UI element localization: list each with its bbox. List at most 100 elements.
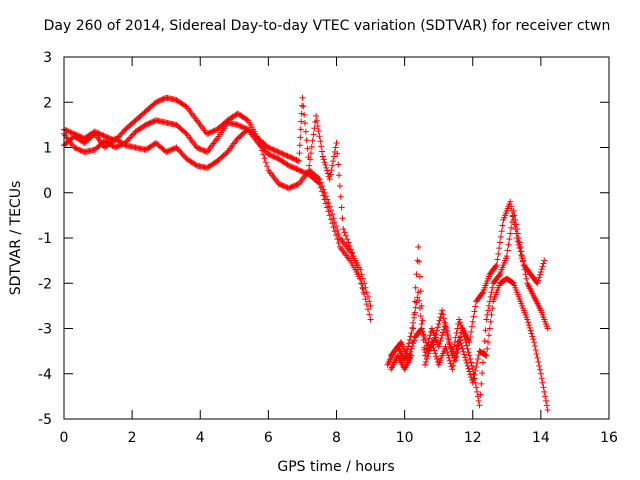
data-point-marker <box>367 316 374 323</box>
data-point-marker <box>274 155 281 162</box>
data-point-marker <box>299 168 306 175</box>
data-point-marker <box>404 346 411 353</box>
data-point-marker <box>531 343 538 350</box>
data-point-marker <box>409 324 416 331</box>
data-point-marker <box>464 362 471 369</box>
data-point-marker <box>366 298 373 305</box>
y-tick-label: -1 <box>38 231 52 247</box>
data-point-marker <box>420 331 427 338</box>
x-tick-label: 10 <box>396 430 414 446</box>
data-point-marker <box>279 150 286 157</box>
data-point-marker <box>505 241 512 248</box>
data-point-marker <box>129 131 136 138</box>
data-point-marker <box>477 391 484 398</box>
data-point-marker <box>173 144 180 151</box>
data-point-marker <box>345 239 352 246</box>
data-point-marker <box>292 165 299 172</box>
data-point-marker <box>164 148 171 155</box>
data-point-marker <box>452 357 459 364</box>
data-point-marker <box>433 331 440 338</box>
data-point-marker <box>459 345 466 352</box>
data-point-marker <box>421 346 428 353</box>
data-point-marker <box>329 162 336 169</box>
data-point-marker <box>182 129 189 136</box>
data-point-marker <box>542 397 549 404</box>
data-point-marker <box>308 143 315 150</box>
data-point-marker <box>462 357 469 364</box>
x-tick-label: 14 <box>532 430 550 446</box>
data-point-marker <box>496 245 503 252</box>
data-point-marker <box>160 95 167 102</box>
data-point-marker <box>492 263 499 270</box>
data-point-marker <box>455 345 462 352</box>
data-point-marker <box>503 253 510 260</box>
data-point-marker <box>276 181 283 188</box>
data-point-marker <box>336 172 343 179</box>
x-tick-label: 8 <box>332 430 341 446</box>
data-point-marker <box>456 337 463 344</box>
data-point-marker <box>281 183 288 190</box>
data-point-marker <box>366 311 373 318</box>
data-point-marker <box>466 352 473 359</box>
data-point-marker <box>297 134 304 141</box>
data-point-marker <box>540 260 547 267</box>
data-point-marker <box>328 167 335 174</box>
data-point-marker <box>439 311 446 318</box>
data-point-marker <box>115 142 122 149</box>
data-point-marker <box>418 302 425 309</box>
data-point-marker <box>470 375 477 382</box>
data-point-marker <box>141 122 148 129</box>
data-point-marker <box>433 327 440 334</box>
data-point-marker <box>466 339 473 346</box>
data-point-marker <box>416 297 423 304</box>
data-point-marker <box>332 144 339 151</box>
data-point-marker <box>444 349 451 356</box>
data-point-marker <box>484 345 491 352</box>
data-point-marker <box>434 324 441 331</box>
data-point-marker <box>105 134 112 141</box>
data-point-marker <box>446 357 453 364</box>
data-point-marker <box>72 145 79 152</box>
data-point-marker <box>324 196 331 203</box>
data-point-marker <box>536 274 543 281</box>
data-point-marker <box>321 189 328 196</box>
data-point-marker <box>504 247 511 254</box>
data-point-marker <box>261 155 268 162</box>
data-point-marker <box>179 151 186 158</box>
data-point-marker <box>274 148 281 155</box>
data-point-marker <box>290 155 297 162</box>
data-point-marker <box>192 161 199 168</box>
data-point-marker <box>488 311 495 318</box>
data-point-marker <box>508 224 515 231</box>
data-point-marker <box>432 350 439 357</box>
data-point-marker <box>278 150 285 157</box>
x-tick-label: 16 <box>600 430 618 446</box>
data-point-marker <box>118 130 125 137</box>
data-point-marker <box>485 307 492 314</box>
data-point-marker <box>322 162 329 169</box>
data-point-marker <box>78 147 85 154</box>
data-point-marker <box>114 134 121 141</box>
y-axis-title: SDTVAR / TECUs <box>8 181 24 296</box>
data-point-marker <box>108 136 115 143</box>
data-point-marker <box>147 119 154 126</box>
data-point-marker <box>537 370 544 377</box>
data-point-marker <box>112 144 119 151</box>
data-point-marker <box>519 255 526 262</box>
data-point-marker <box>408 345 415 352</box>
data-point-marker <box>100 132 107 139</box>
data-point-marker <box>358 280 365 287</box>
data-point-marker <box>483 316 490 323</box>
data-point-marker <box>235 122 242 129</box>
data-point-marker <box>535 358 542 365</box>
data-point-marker <box>507 230 514 237</box>
data-point-marker <box>280 182 287 189</box>
data-point-marker <box>257 143 264 150</box>
data-point-marker <box>275 180 282 187</box>
data-point-marker <box>324 170 331 177</box>
data-point-marker <box>439 332 446 339</box>
data-point-marker <box>114 143 121 150</box>
data-point-marker <box>435 343 442 350</box>
data-point-marker <box>534 354 541 361</box>
